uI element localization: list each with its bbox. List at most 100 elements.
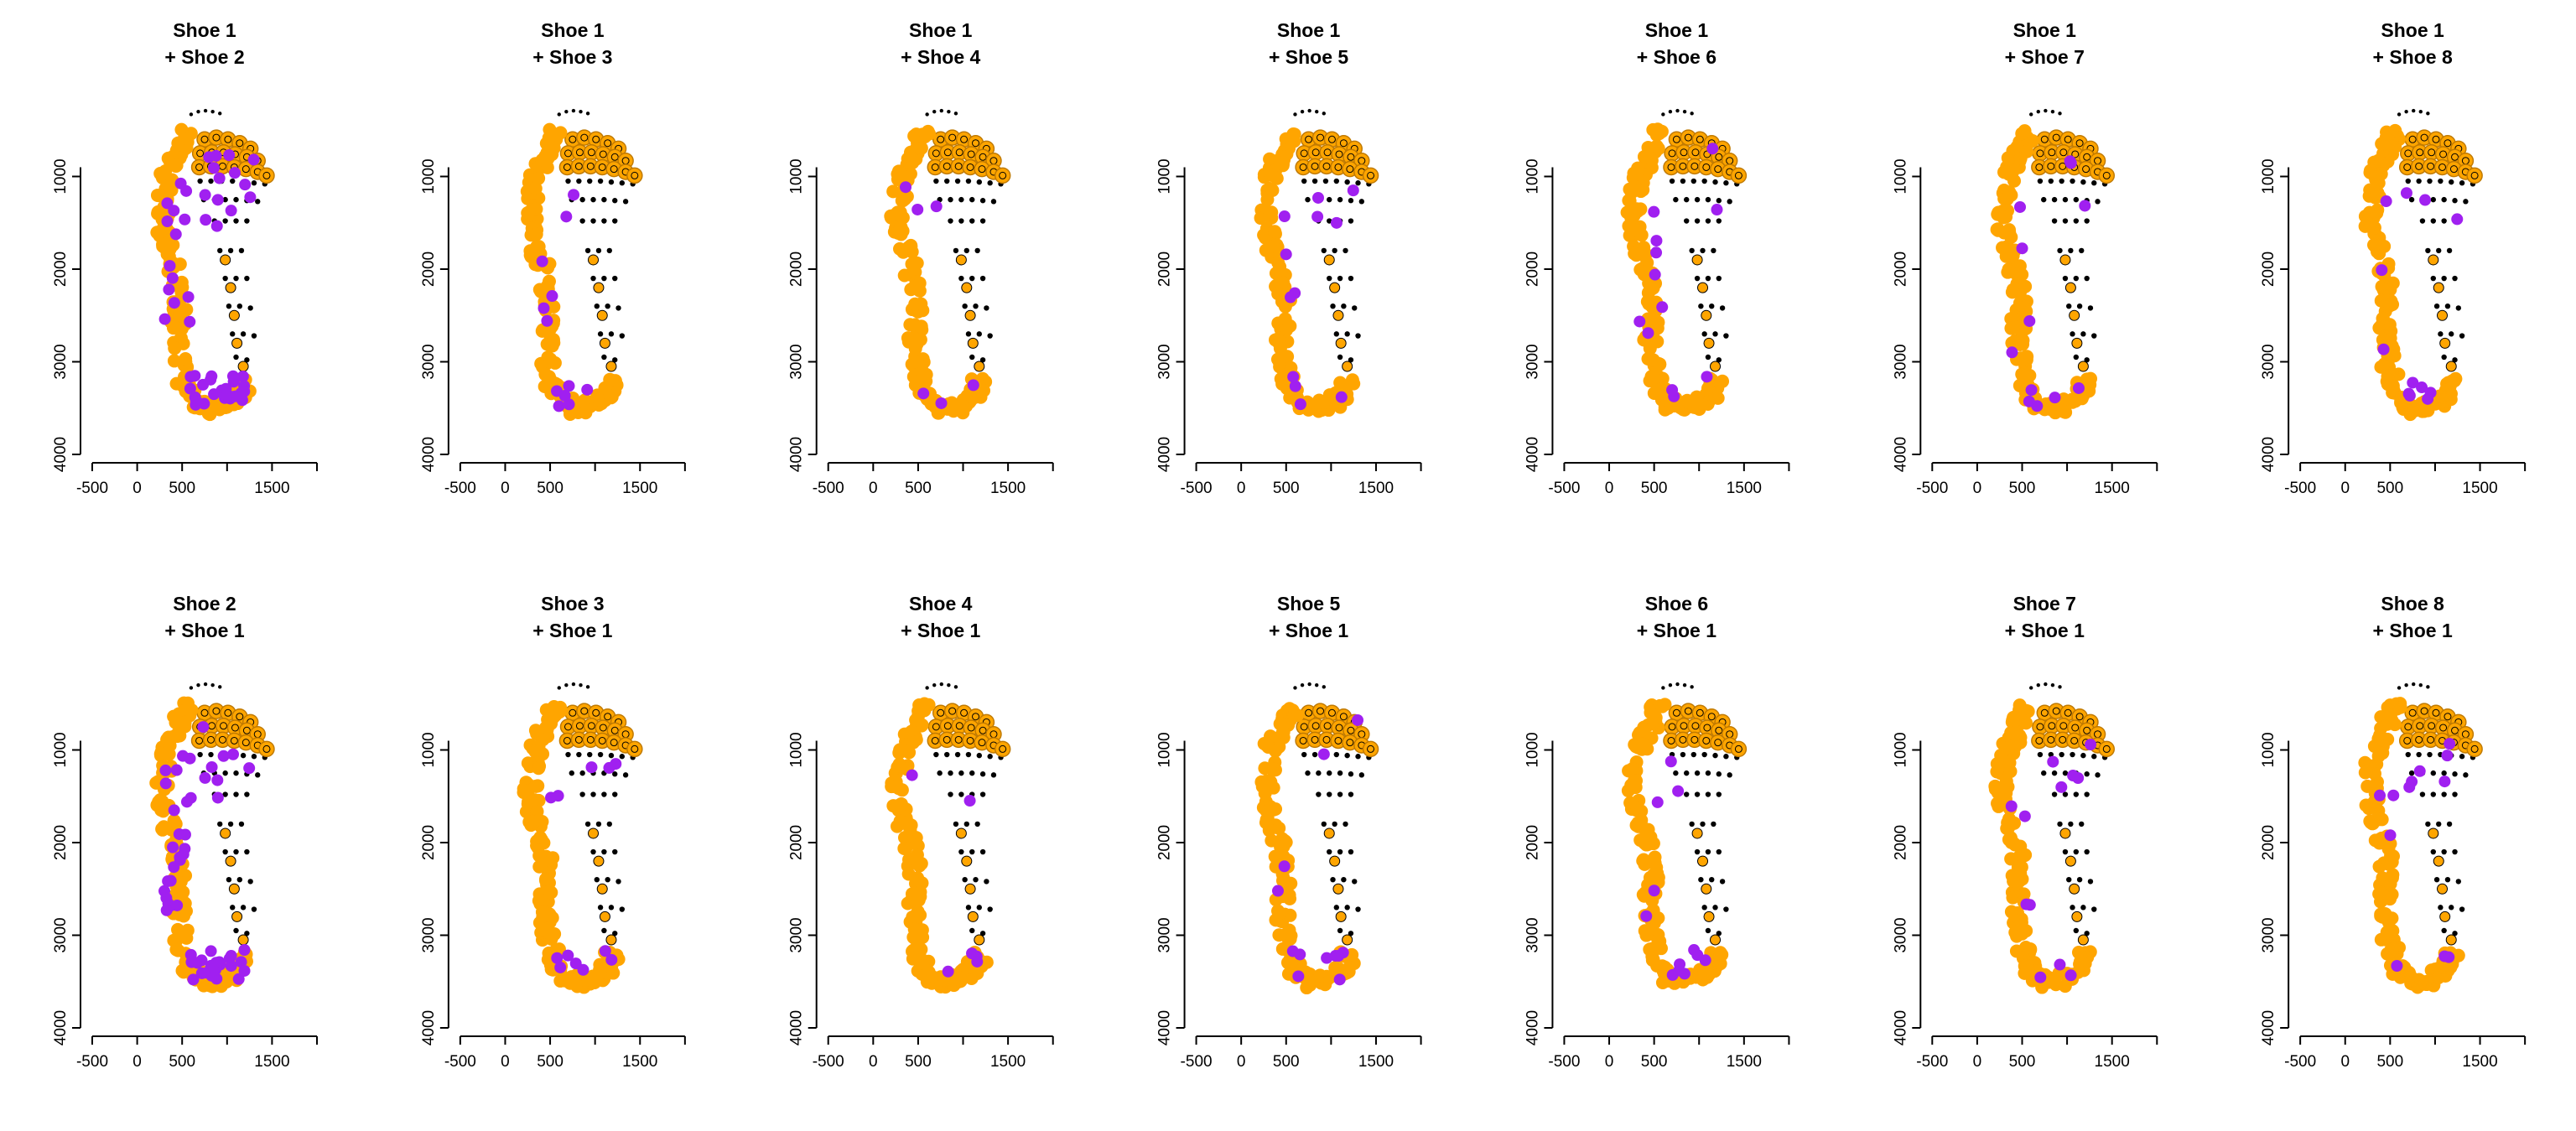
purple-point	[553, 400, 565, 412]
black-point	[208, 178, 214, 184]
panel-title-line1: Shoe 6	[1645, 593, 1708, 615]
purple-point	[1650, 246, 1663, 259]
orange-point	[599, 911, 610, 922]
black-point	[1305, 770, 1311, 776]
black-point	[1348, 357, 1354, 363]
purple-point	[220, 382, 232, 395]
purple-point	[966, 947, 979, 960]
orange-point	[1715, 947, 1729, 962]
y-tick-label: 3000	[788, 344, 806, 379]
black-point	[932, 682, 937, 687]
black-ring	[586, 735, 595, 744]
black-ring	[1299, 163, 1307, 171]
black-ring	[948, 133, 957, 142]
black-point	[1341, 304, 1347, 309]
x-tick-label: 500	[1273, 480, 1300, 497]
orange-point	[967, 337, 979, 349]
panel-title-line1: Shoe 7	[2013, 593, 2076, 615]
black-ring	[1346, 165, 1354, 174]
panel-2: Shoe 1 + Shoe 3 -500 0 500 1500 1000 2000 3000 40…	[420, 19, 686, 497]
purple-point	[2438, 776, 2451, 788]
x-tick-label: 0	[1605, 480, 1614, 497]
orange-point	[2059, 254, 2071, 266]
purple-point	[2016, 242, 2028, 255]
black-ring	[999, 171, 1007, 179]
black-ring	[230, 736, 238, 744]
black-point	[1716, 275, 1722, 282]
orange-point	[917, 368, 931, 382]
x-tick-label: -500	[1916, 480, 1948, 497]
black-point	[579, 218, 585, 224]
y-tick-label: 1000	[1892, 732, 1909, 767]
black-point	[2062, 275, 2069, 282]
purple-point	[184, 315, 196, 328]
black-point	[608, 905, 615, 911]
black-point	[2404, 682, 2408, 687]
orange-point	[2069, 883, 2080, 895]
black-point	[1716, 218, 1722, 224]
black-ring	[262, 171, 271, 179]
x-tick-label: 1500	[254, 480, 289, 497]
orange-point	[2433, 855, 2444, 867]
orange-point	[1703, 911, 1715, 922]
black-point	[1333, 905, 1340, 911]
black-point	[233, 791, 239, 797]
black-ring	[943, 722, 952, 730]
black-ring	[195, 163, 204, 171]
black-point	[1322, 685, 1326, 689]
purple-point	[2441, 750, 2454, 762]
panel-10: Shoe 4 + Shoe 1 -500 0 500 1500 1000 2000 3000 40…	[788, 593, 1054, 1071]
purple-point	[205, 370, 218, 382]
purple-point	[1321, 952, 1333, 964]
black-point	[1337, 927, 1343, 934]
black-point	[1352, 305, 1358, 311]
black-ring	[196, 149, 205, 158]
orange-point	[1276, 839, 1291, 853]
orange-point	[593, 855, 605, 867]
orange-point	[2439, 911, 2451, 922]
orange-point	[1649, 139, 1664, 153]
black-ring	[1311, 722, 1320, 730]
purple-point	[1271, 885, 1284, 897]
orange-point	[626, 167, 643, 184]
purple-point	[205, 959, 217, 972]
panel-title-line2: + Shoe 3	[532, 46, 612, 68]
x-tick-label: 500	[537, 480, 564, 497]
purple-point	[168, 861, 180, 874]
black-ring	[2416, 722, 2424, 730]
black-point	[2084, 771, 2090, 777]
black-point	[2441, 927, 2447, 934]
orange-point	[228, 309, 240, 321]
purple-point	[1278, 860, 1291, 873]
black-point	[2080, 179, 2086, 185]
orange-point	[2077, 361, 2089, 372]
x-tick-label: 0	[1973, 480, 1982, 497]
panel-5: Shoe 1 + Shoe 6 -500 0 500 1500 1000 2000 3000 40…	[1524, 19, 1790, 497]
black-ring	[2415, 162, 2423, 170]
panel-4: Shoe 1 + Shoe 5 -500 0 500 1500 1000 2000 3000 40…	[1156, 19, 1422, 497]
orange-point	[1272, 906, 1286, 921]
orange-point	[1265, 205, 1279, 220]
purple-point	[551, 952, 564, 964]
purple-point	[2391, 960, 2403, 973]
purple-point	[227, 748, 240, 760]
black-point	[1723, 333, 1729, 339]
black-ring	[1305, 135, 1313, 143]
black-point	[958, 218, 964, 224]
black-point	[217, 821, 223, 827]
black-point	[197, 178, 203, 184]
black-point	[1327, 218, 1332, 224]
black-point	[1673, 770, 1679, 776]
black-ring	[966, 736, 974, 744]
black-point	[255, 772, 261, 778]
black-point	[1705, 218, 1711, 224]
orange-point	[2071, 337, 2083, 349]
black-point	[2426, 112, 2430, 116]
purple-point	[1656, 301, 1669, 314]
purple-point	[168, 205, 180, 217]
black-point	[1684, 218, 1690, 224]
black-point	[1337, 770, 1343, 776]
black-ring	[2070, 736, 2079, 744]
panel-8: Shoe 2 + Shoe 1 -500 0 500 1500 1000 2000 3000 40…	[52, 593, 318, 1071]
black-point	[595, 821, 602, 827]
